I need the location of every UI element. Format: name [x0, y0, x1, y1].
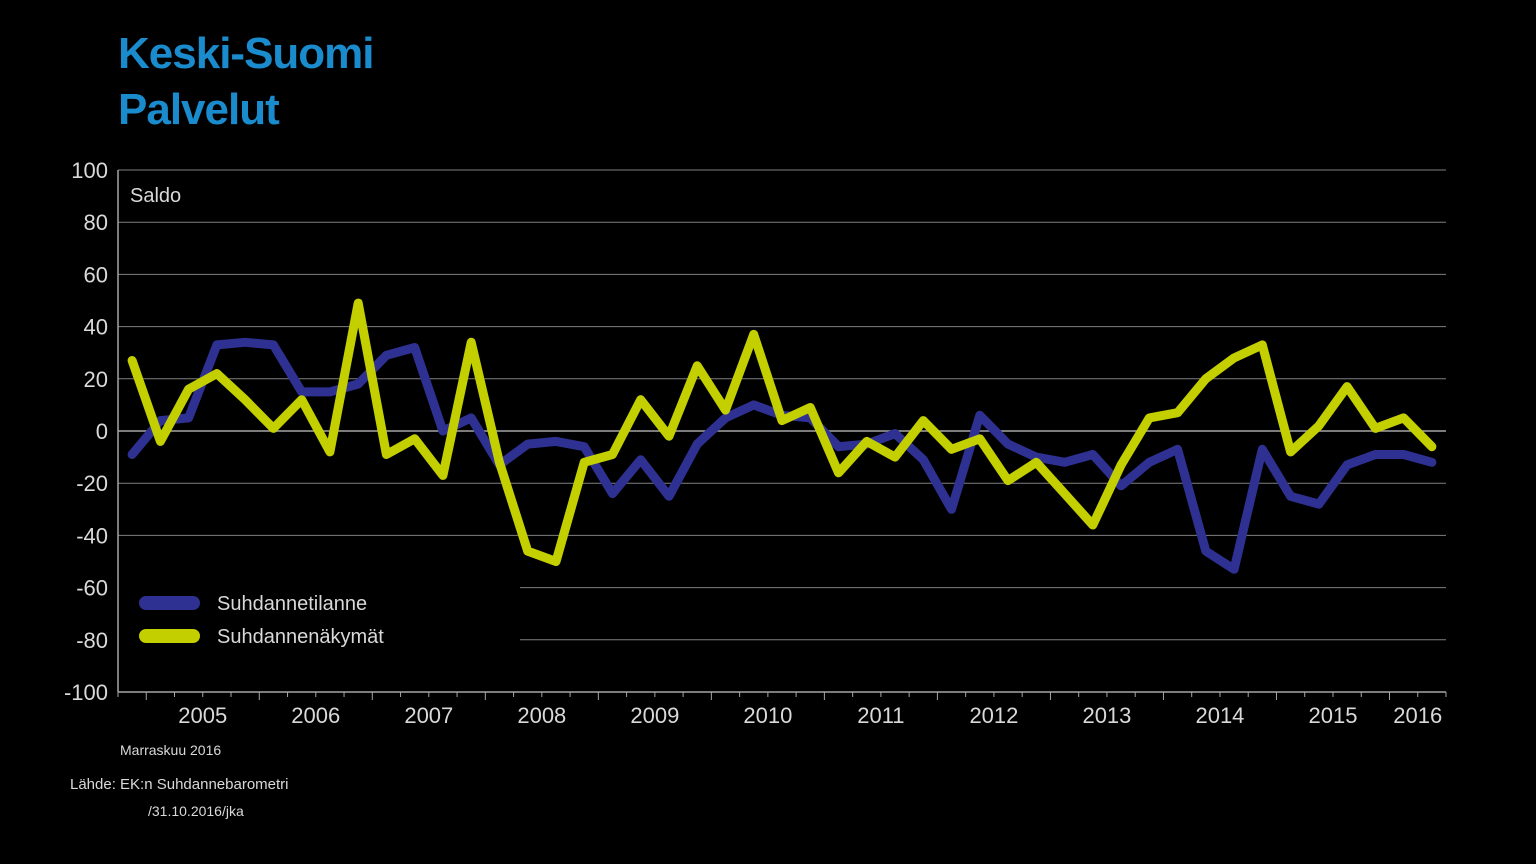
y-axis-tick-labels: 100 80 60 40 20 0 -20 -40 -60 -80 -100 [64, 158, 108, 705]
y-tick-label: 0 [96, 419, 108, 444]
x-tick-label: 2012 [969, 703, 1018, 728]
x-tick-label: 2011 [857, 703, 904, 728]
x-tick-label: 2014 [1195, 703, 1244, 728]
axes [117, 170, 1447, 700]
legend: Suhdannetilanne Suhdannenäkymät [139, 593, 384, 648]
series-line-2 [127, 298, 1437, 566]
gridlines [118, 169, 1446, 641]
legend-label-1: Suhdannetilanne [217, 593, 367, 615]
x-tick-label: 2009 [630, 703, 679, 728]
footer-month: Marraskuu 2016 [120, 742, 222, 758]
y-tick-label: 20 [84, 367, 108, 392]
y-tick-label: -80 [76, 628, 108, 653]
title-line-sector: Palvelut [118, 85, 280, 134]
chart-title: Keski-Suomi Palvelut [118, 26, 375, 138]
x-tick-label: 2008 [517, 703, 566, 728]
x-tick-label: 2010 [743, 703, 792, 728]
x-tick-label: 2013 [1082, 703, 1131, 728]
series-lines [127, 298, 1437, 574]
y-tick-label: 80 [84, 210, 108, 235]
y-axis-label: Saldo [130, 185, 181, 207]
legend-label-2: Suhdannenäkymät [217, 626, 384, 648]
x-axis-tick-labels: 2005 2006 2007 2008 2009 2010 2011 2012 2013 2014… [178, 703, 1442, 728]
footer-stamp: /31.10.2016/jka [148, 803, 244, 819]
title-line-region: Keski-Suomi [118, 29, 375, 78]
x-tick-label: 2016 [1393, 703, 1442, 728]
y-tick-label: 100 [71, 158, 108, 183]
footer-source: Lähde: EK:n Suhdannebarometri [70, 776, 289, 793]
x-tick-label: 2007 [404, 703, 453, 728]
y-tick-label: 60 [84, 262, 108, 287]
x-tick-label: 2015 [1309, 703, 1358, 728]
y-tick-label: -60 [76, 576, 108, 601]
x-tick-label: 2005 [178, 703, 227, 728]
y-tick-label: -100 [64, 680, 108, 705]
x-tick-label: 2006 [291, 703, 340, 728]
y-tick-label: -20 [76, 471, 108, 496]
y-tick-label: 40 [84, 315, 108, 340]
y-tick-label: -40 [76, 523, 108, 548]
